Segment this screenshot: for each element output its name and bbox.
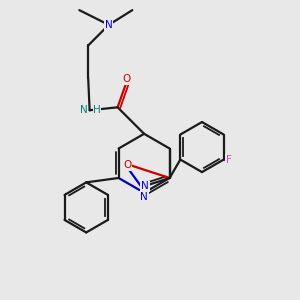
- Text: N: N: [140, 192, 148, 202]
- Text: N: N: [141, 182, 149, 191]
- Text: O: O: [122, 74, 130, 84]
- Text: O: O: [123, 160, 131, 170]
- Text: N: N: [80, 105, 87, 115]
- Text: N: N: [105, 20, 113, 30]
- Text: H: H: [93, 105, 101, 115]
- Text: F: F: [226, 154, 232, 165]
